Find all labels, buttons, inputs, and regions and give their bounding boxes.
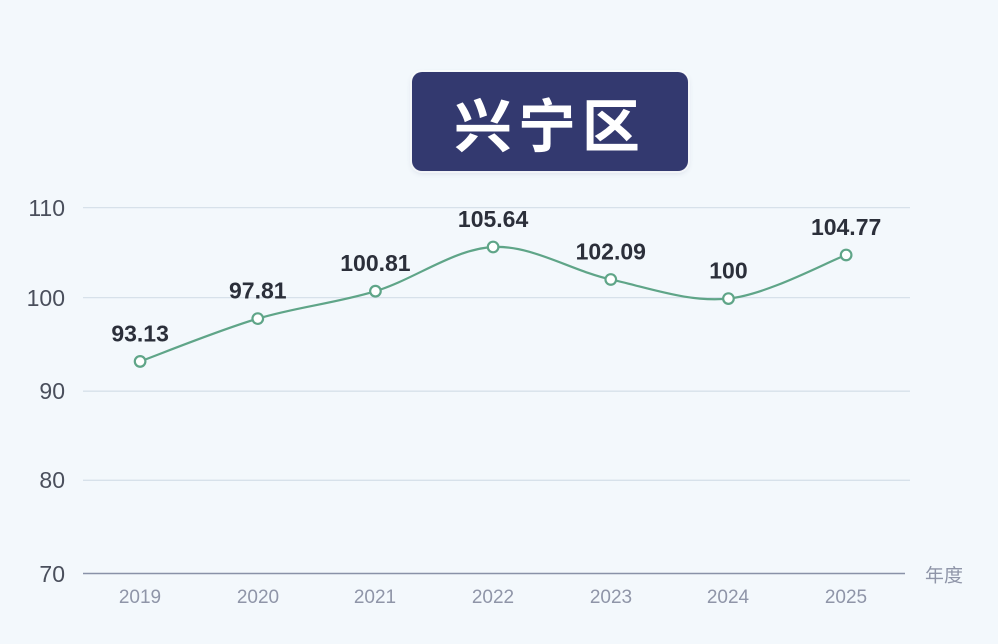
svg-text:100.81: 100.81 [340, 250, 411, 276]
svg-text:2023: 2023 [590, 587, 632, 608]
svg-text:70: 70 [39, 561, 65, 587]
svg-text:2019: 2019 [119, 587, 161, 608]
svg-text:80: 80 [39, 467, 65, 493]
svg-text:104.77: 104.77 [811, 214, 881, 240]
svg-text:2022: 2022 [472, 587, 514, 608]
svg-text:2021: 2021 [354, 587, 396, 608]
svg-text:100: 100 [709, 258, 747, 284]
svg-text:90: 90 [39, 378, 65, 404]
svg-text:2024: 2024 [707, 587, 750, 608]
svg-text:105.64: 105.64 [458, 206, 529, 232]
svg-text:2025: 2025 [825, 587, 867, 608]
svg-text:100: 100 [27, 285, 65, 311]
svg-text:102.09: 102.09 [576, 239, 646, 265]
svg-text:97.81: 97.81 [229, 278, 287, 304]
svg-text:93.13: 93.13 [111, 320, 169, 346]
svg-text:年度: 年度 [925, 561, 963, 588]
svg-text:2020: 2020 [237, 587, 279, 608]
svg-text:110: 110 [28, 195, 65, 221]
